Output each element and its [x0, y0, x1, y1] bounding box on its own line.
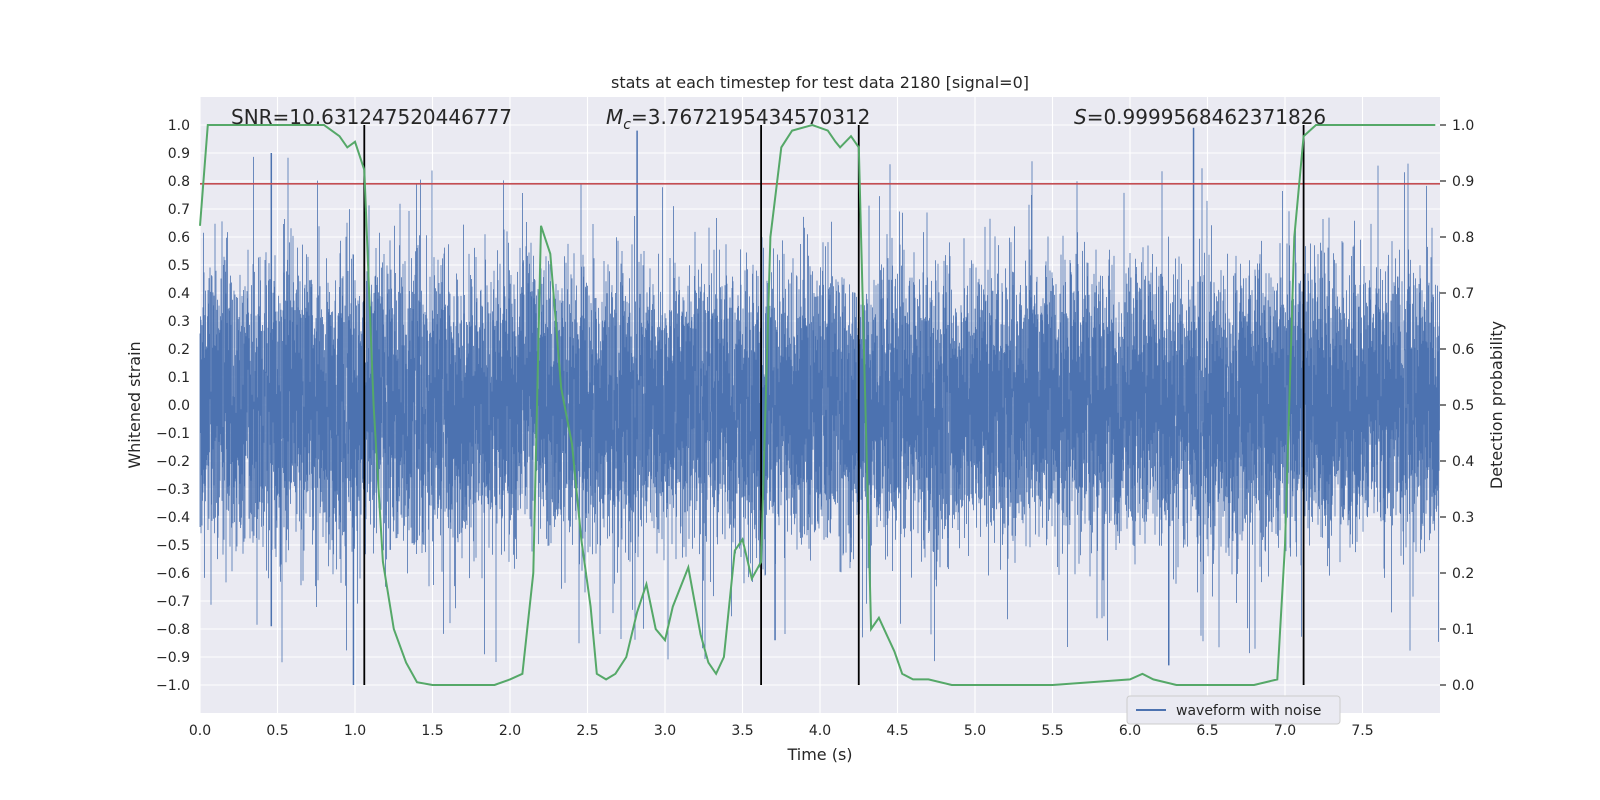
statistic-value: =0.9999568462371826: [1087, 105, 1326, 129]
y-right-axis-label: Detection probability: [1487, 321, 1506, 489]
legend-box: [1126, 695, 1341, 725]
y-left-tick-label: 0.9: [168, 146, 190, 162]
y-right-tick-label: 0.2: [1452, 566, 1474, 582]
y-left-tick-label: −0.1: [156, 426, 190, 442]
y-left-tick-label: −0.9: [156, 650, 190, 666]
statistic-annotation: S=0.9999568462371826: [1074, 105, 1326, 129]
x-tick-label: 0.5: [266, 723, 288, 739]
x-axis-ticks: 0.0 0.5 1.0 1.5 2.0 2.5 3.0 3.5 4.0 4.5 5.0 5.5 6.0 6…: [189, 723, 1374, 739]
waveform-series: [199, 127, 1440, 685]
y-right-tick-label: 0.7: [1452, 286, 1474, 302]
y-right-tick-label: 0.4: [1452, 454, 1474, 470]
x-tick-label: 1.5: [421, 723, 443, 739]
y-left-axis-ticks: 1.0 0.9 0.8 0.7 0.6 0.5 0.4 0.3 0.2 0.1 0.0 −0.1 −0.…: [156, 118, 190, 694]
y-right-tick-label: 1.0: [1452, 118, 1474, 134]
x-tick-label: 3.5: [731, 723, 753, 739]
y-left-tick-label: 0.0: [168, 398, 190, 414]
y-left-tick-label: 0.5: [168, 258, 190, 274]
y-left-tick-label: −0.8: [156, 622, 190, 638]
y-left-tick-label: 0.4: [168, 286, 190, 302]
y-right-tick-label: 0.1: [1452, 622, 1474, 638]
probability-series: [199, 123, 1436, 686]
x-tick-label: 0.0: [189, 723, 211, 739]
y-right-tick-label: 0.8: [1452, 230, 1474, 246]
legend-label-waveform: waveform with noise: [1176, 703, 1321, 719]
x-tick-label: 2.0: [499, 723, 521, 739]
legend: waveform with noise: [1126, 695, 1341, 725]
x-tick-label: 4.0: [809, 723, 831, 739]
chirp-mass-value: =3.7672195434570312: [631, 105, 870, 129]
y-left-tick-label: 0.7: [168, 202, 190, 218]
y-left-tick-label: 0.8: [168, 174, 190, 190]
y-left-tick-label: 1.0: [168, 118, 190, 134]
waveform-path: [199, 156, 1440, 663]
x-tick-label: 5.5: [1041, 723, 1063, 739]
y-left-tick-label: 0.1: [168, 370, 190, 386]
y-left-tick-label: 0.2: [168, 342, 190, 358]
y-right-tick-label: 0.6: [1452, 342, 1474, 358]
snr-annotation: SNR=10.631247520446777: [231, 105, 512, 129]
y-right-tick-label: 0.5: [1452, 398, 1474, 414]
y-left-tick-label: −0.3: [156, 482, 190, 498]
y-left-axis-label: Whitened strain: [125, 341, 144, 468]
x-tick-label: 3.0: [654, 723, 676, 739]
x-tick-label: 4.5: [886, 723, 908, 739]
y-right-tick-label: 0.3: [1452, 510, 1474, 526]
y-right-tick-label: 0.0: [1452, 678, 1474, 694]
y-left-tick-label: −0.5: [156, 538, 190, 554]
y-right-axis-ticks: 1.0 0.9 0.8 0.7 0.6 0.5 0.4 0.3 0.2 0.1 0.0: [1440, 118, 1474, 694]
chirp-mass-subscript: c: [623, 117, 631, 133]
x-tick-label: 6.5: [1196, 723, 1218, 739]
y-left-tick-label: −1.0: [156, 678, 190, 694]
y-left-tick-label: −0.7: [156, 594, 190, 610]
y-right-tick-label: 0.9: [1452, 174, 1474, 190]
marker-lines: [363, 125, 1305, 685]
x-tick-label: 6.0: [1119, 723, 1141, 739]
x-axis-label: Time (s): [786, 745, 852, 764]
x-tick-label: 5.0: [964, 723, 986, 739]
y-left-tick-label: −0.2: [156, 454, 190, 470]
y-left-tick-label: −0.6: [156, 566, 190, 582]
chirp-mass-annotation: Mc=3.7672195434570312: [606, 105, 870, 133]
x-tick-label: 7.5: [1351, 723, 1373, 739]
chart-title: stats at each timestep for test data 218…: [611, 73, 1029, 92]
x-tick-label: 2.5: [576, 723, 598, 739]
x-tick-label: 7.0: [1274, 723, 1296, 739]
x-tick-label: 1.0: [344, 723, 366, 739]
y-left-tick-label: 0.6: [168, 230, 190, 246]
y-left-tick-label: −0.4: [156, 510, 190, 526]
statistic-symbol: S: [1074, 105, 1087, 129]
chirp-mass-symbol: M: [606, 105, 623, 129]
y-left-tick-label: 0.3: [168, 314, 190, 330]
